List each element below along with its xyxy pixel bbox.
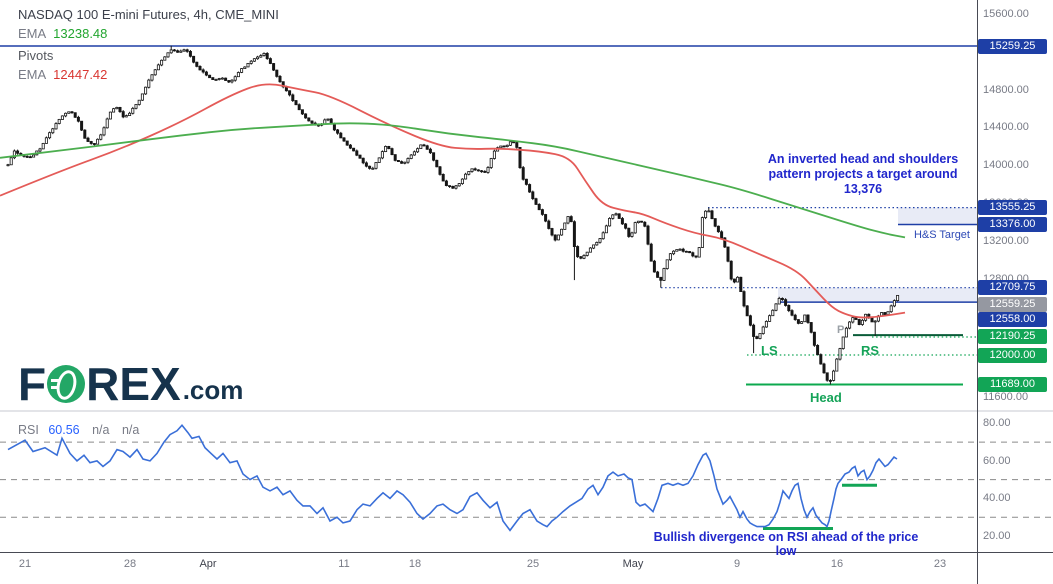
time-label: 23 <box>933 558 947 570</box>
time-label: 11 <box>338 558 350 570</box>
pivots-label: Pivots <box>18 48 54 63</box>
hs-target-label: H&S Target <box>913 229 970 241</box>
forex-logo-rex: REX <box>86 358 181 410</box>
pivots-row[interactable]: Pivots <box>18 46 279 65</box>
ema-green-label: EMA <box>18 26 47 41</box>
rsi-na-1: n/a <box>92 423 110 437</box>
time-label: 28 <box>123 558 137 570</box>
forex-logo-com: .com <box>182 375 244 405</box>
forex-logo: F REX .com <box>18 359 243 409</box>
pivot-p-label: P <box>837 324 845 336</box>
price-badge: 12709.75 <box>978 280 1047 295</box>
time-label: 16 <box>830 558 844 570</box>
price-badge: 11689.00 <box>978 377 1047 392</box>
time-axis-line <box>0 552 1053 553</box>
price-label: 11600.00 <box>983 391 1029 403</box>
head-label: Head <box>810 390 842 405</box>
ema-red-row[interactable]: EMA 12447.42 <box>18 65 279 84</box>
rsi-value: 60.56 <box>48 423 80 437</box>
price-label: 13200.00 <box>983 235 1029 247</box>
price-badge: 15259.25 <box>978 39 1047 54</box>
rsi-legend[interactable]: RSI 60.56 n/a n/a <box>18 423 139 437</box>
price-badge: 12000.00 <box>978 348 1047 363</box>
ema-green-row[interactable]: EMA 13238.48 <box>18 24 279 43</box>
left-shoulder-label: LS <box>761 343 778 358</box>
legend: NASDAQ 100 E-mini Futures, 4h, CME_MINI … <box>18 5 279 84</box>
ema-red-label: EMA <box>18 67 47 82</box>
time-label: 18 <box>408 558 422 570</box>
forex-logo-f: F <box>18 358 47 410</box>
price-badge: 12558.00 <box>978 312 1047 327</box>
rsi-scale-label: 80.00 <box>983 417 1011 429</box>
forex-logo-globe-icon <box>47 365 86 403</box>
symbol-title[interactable]: NASDAQ 100 E-mini Futures, 4h, CME_MINI <box>18 7 279 22</box>
rsi-na-2: n/a <box>121 423 140 437</box>
rsi-label: RSI <box>18 423 39 437</box>
rsi-scale-label: 60.00 <box>983 455 1011 467</box>
time-label: 9 <box>733 558 741 570</box>
ema-red-value: 12447.42 <box>53 67 108 82</box>
hs-pattern-note: An inverted head and shoulders pattern p… <box>767 152 959 196</box>
price-label: 14400.00 <box>983 121 1029 133</box>
price-badge: 13555.25 <box>978 200 1047 215</box>
time-label: May <box>622 558 644 570</box>
time-label: 25 <box>526 558 540 570</box>
rsi-scale-label: 40.00 <box>983 492 1011 504</box>
price-label: 15600.00 <box>983 8 1029 20</box>
price-badge: 12559.25 <box>978 297 1047 312</box>
price-axis-line <box>977 0 978 584</box>
right-shoulder-label: RS <box>861 343 880 358</box>
price-label: 14000.00 <box>983 159 1029 171</box>
price-badge: 13376.00 <box>978 217 1047 232</box>
rsi-scale-label: 20.00 <box>983 530 1011 542</box>
price-label: 14800.00 <box>983 84 1029 96</box>
price-badge: 12190.25 <box>978 329 1047 344</box>
rsi-divergence-note: Bullish divergence on RSI ahead of the p… <box>653 530 919 558</box>
time-label: 21 <box>18 558 32 570</box>
time-label: Apr <box>199 558 217 570</box>
ema-green-value: 13238.48 <box>53 26 108 41</box>
